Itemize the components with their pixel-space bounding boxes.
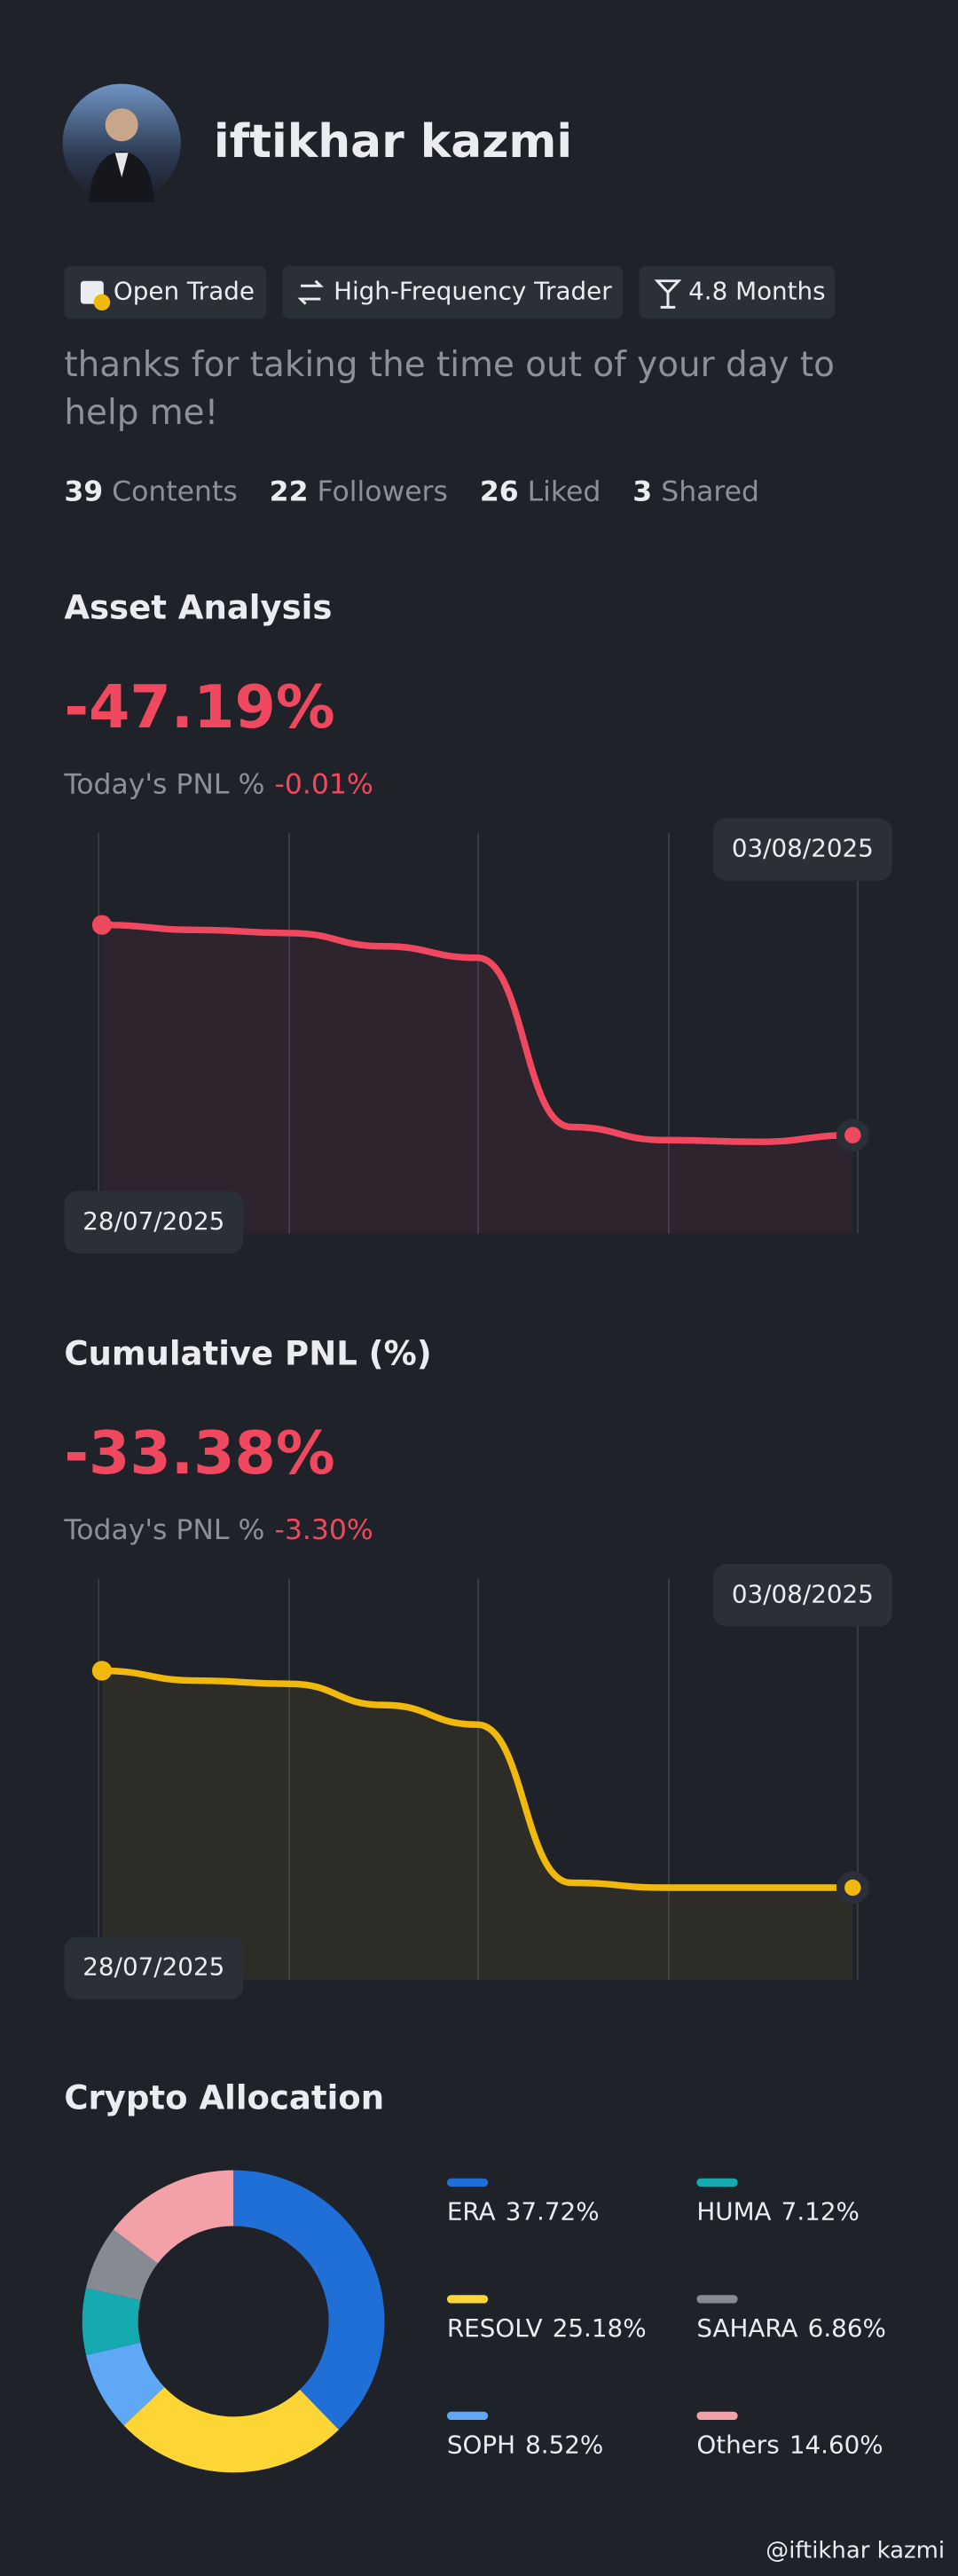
today-label: Today's PNL % — [63, 768, 264, 800]
donut-segment — [232, 2170, 385, 2431]
avatar[interactable] — [62, 83, 181, 202]
today-value: -0.01% — [274, 768, 373, 800]
end-date: 03/08/2025 — [732, 834, 874, 863]
legend-value: 7.12% — [781, 2197, 860, 2227]
legend-name: SAHARA — [696, 2313, 797, 2343]
line — [98, 921, 857, 1145]
today-label: Today's PNL % — [63, 1514, 264, 1546]
stat-value: 26 — [480, 476, 519, 508]
watermark: @iftikhar kazmi — [766, 2538, 945, 2564]
tooltip-box — [712, 1564, 892, 1627]
tag-label: 4.8 Months — [688, 277, 825, 306]
headline-value: -47.19% — [64, 672, 334, 742]
donut-segment — [113, 2170, 235, 2265]
section-title: Crypto Allocation — [64, 2078, 384, 2117]
tag: High-Frequency Trader — [282, 266, 624, 319]
area — [101, 1670, 853, 1980]
tag: Open Trade — [64, 266, 267, 319]
legend-name: SOPH — [447, 2431, 515, 2460]
stats-row: 39 Contents 22 Followers 26 Liked 3 Shar… — [64, 476, 759, 508]
stat-value: 3 — [632, 476, 652, 508]
legend-swatch — [446, 2411, 489, 2421]
section-title: Cumulative PNL (%) — [64, 1334, 431, 1372]
tooltip-box — [64, 1190, 244, 1254]
bio-box: thanks for taking the time out of your d… — [64, 344, 835, 433]
legend-entry: RESOLV 25.18% — [447, 2313, 647, 2343]
today-pnl: Today's PNL % -0.01% — [63, 768, 373, 800]
legend-value: 25.18% — [553, 2313, 647, 2343]
legend-swatch — [696, 2178, 738, 2187]
stat-value: 22 — [270, 476, 309, 508]
legend-name: Others — [696, 2431, 779, 2460]
legend-entry: SAHARA 6.86% — [696, 2313, 886, 2343]
donut-segment — [123, 2386, 339, 2473]
area — [101, 924, 853, 1234]
user-name: iftikhar kazmi — [214, 115, 572, 169]
legend-entry: Others 14.60% — [696, 2431, 883, 2460]
tag-label: Open Trade — [114, 277, 255, 306]
legend-entry: SOPH 8.52% — [447, 2431, 603, 2460]
tooltip-box — [64, 1936, 244, 1999]
tag-label: High-Frequency Trader — [334, 277, 612, 306]
line — [98, 1667, 857, 1891]
legend-value: 6.86% — [808, 2313, 886, 2343]
legend-value: 14.60% — [789, 2431, 883, 2460]
stat-label: Contents — [112, 476, 238, 508]
section-title: Asset Analysis — [64, 589, 332, 627]
stat-label: Shared — [661, 476, 759, 508]
today-value: -3.30% — [274, 1514, 373, 1546]
donut-segment — [85, 2229, 159, 2302]
tooltip-box — [712, 818, 892, 881]
start-date: 28/07/2025 — [82, 1952, 224, 1982]
donut-segment — [86, 2341, 165, 2426]
legend-value: 8.52% — [525, 2431, 603, 2460]
end-dot — [844, 1879, 861, 1897]
end-dot — [844, 1127, 861, 1143]
start-dot — [91, 1661, 113, 1681]
legend-name: RESOLV — [447, 2313, 543, 2343]
donut-segment — [82, 2288, 141, 2355]
stat-value: 39 — [64, 476, 103, 508]
legend-swatch — [446, 2295, 489, 2304]
end-date: 03/08/2025 — [732, 1579, 874, 1608]
tag: 4.8 Months — [639, 266, 835, 319]
legend-name: HUMA — [696, 2197, 771, 2227]
legend-entry: ERA 37.72% — [447, 2197, 600, 2227]
legend-entry: HUMA 7.12% — [696, 2197, 859, 2227]
headline-value: -33.38% — [64, 1418, 334, 1488]
today-pnl: Today's PNL % -3.30% — [63, 1514, 373, 1546]
legend-swatch — [696, 2411, 738, 2421]
legend-value: 37.72% — [506, 2197, 600, 2227]
start-date: 28/07/2025 — [82, 1206, 224, 1236]
legend-swatch — [446, 2178, 489, 2187]
stat-label: Liked — [528, 476, 601, 508]
start-dot — [91, 915, 113, 935]
bio: thanks for taking the time out of your d… — [64, 344, 835, 433]
stat-label: Followers — [317, 476, 447, 508]
legend-name: ERA — [447, 2197, 496, 2227]
legend-swatch — [696, 2295, 738, 2304]
